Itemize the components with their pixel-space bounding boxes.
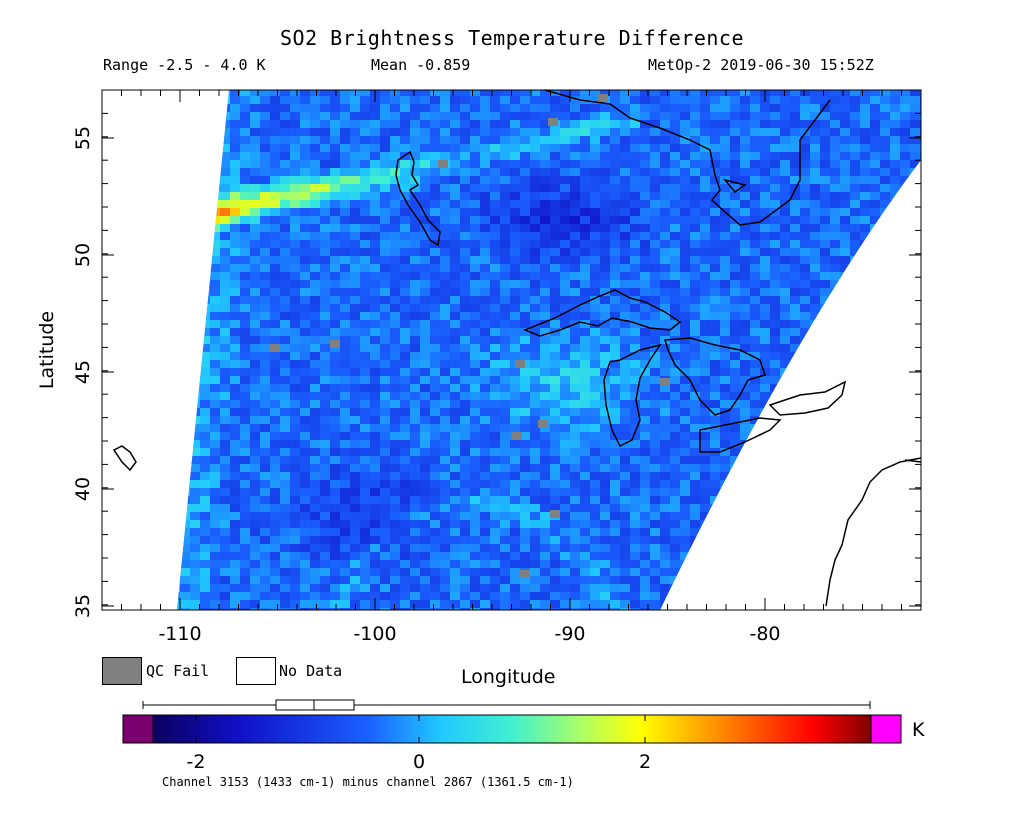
- x-tick-label: -90: [554, 623, 585, 645]
- east-coast-outline: [825, 457, 922, 607]
- y-axis: 35 40 45 50 55: [72, 126, 94, 618]
- lake-michigan-outline: [603, 343, 662, 448]
- satellite-timestamp: MetOp-2 2019-06-30 15:52Z: [648, 56, 874, 74]
- colorbar-tick-label: 0: [413, 751, 425, 773]
- colorbar-over: [870, 714, 902, 744]
- island-outline: [722, 178, 747, 194]
- hudson-bay-coast: [544, 89, 831, 226]
- mean-text: Mean -0.859: [371, 56, 471, 74]
- boxplot-box: [275, 699, 355, 711]
- y-tick-label: 35: [72, 594, 94, 618]
- lake-winnipeg-outline: [395, 150, 441, 247]
- swath-pixels: [177, 90, 921, 610]
- y-tick-label: 50: [72, 243, 94, 267]
- y-tick-label: 45: [72, 360, 94, 384]
- swath-layer: [177, 90, 921, 610]
- y-tick-label: 40: [72, 477, 94, 501]
- no-data-swatch: [236, 657, 276, 685]
- colorbar-tick-label: 2: [639, 751, 651, 773]
- range-text: Range -2.5 - 4.0 K: [103, 56, 266, 74]
- x-tick-label: -80: [749, 623, 780, 645]
- chart-title: SO2 Brightness Temperature Difference: [279, 26, 745, 50]
- colorbar-unit: K: [912, 719, 925, 741]
- lake-huron-outline: [664, 337, 766, 416]
- great-salt-lake-outline: [112, 445, 137, 472]
- no-data-label: No Data: [279, 662, 343, 680]
- colorbar-caption: Channel 3153 (1433 cm-1) minus channel 2…: [162, 775, 574, 789]
- frame-minor-ticks: [101, 89, 922, 610]
- qc-fail-swatch: [102, 657, 142, 685]
- x-axis: -110 -100 -90 -80: [158, 623, 780, 645]
- x-tick-label: -100: [353, 623, 396, 645]
- lake-erie-outline: [699, 417, 782, 453]
- lake-ontario-outline: [768, 380, 847, 416]
- colorbar-gradient: [152, 714, 872, 744]
- qc-fail-label: QC Fail: [146, 662, 210, 680]
- colorbar-under: [122, 714, 154, 744]
- y-tick-label: 55: [72, 126, 94, 150]
- lake-superior-outline: [522, 289, 682, 337]
- colorbar-tick-label: -2: [187, 751, 206, 773]
- x-tick-label: -110: [158, 623, 201, 645]
- coastlines: [112, 89, 922, 607]
- long-island-outline: [904, 459, 922, 463]
- y-axis-label: Latitude: [36, 310, 58, 390]
- distribution-boxplot: [142, 699, 871, 711]
- colorbar: -2 0 2: [122, 714, 902, 773]
- x-axis-label: Longitude: [461, 666, 556, 688]
- colorbar-ticks: [195, 715, 646, 743]
